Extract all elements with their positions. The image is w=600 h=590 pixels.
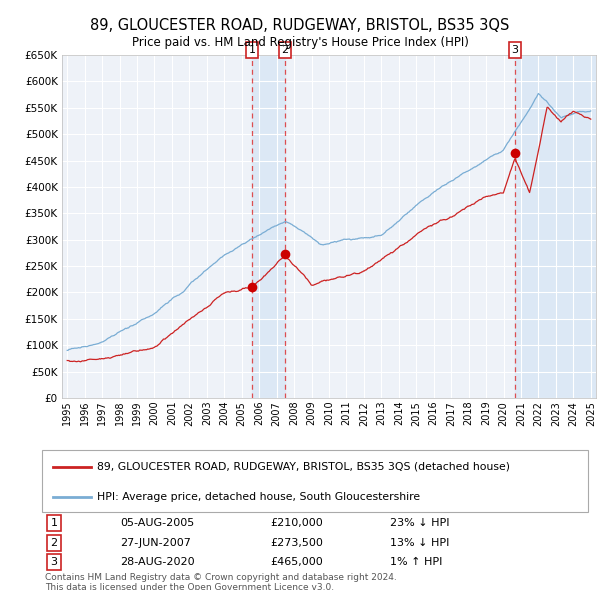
Text: 23% ↓ HPI: 23% ↓ HPI [390,518,449,528]
Text: HPI: Average price, detached house, South Gloucestershire: HPI: Average price, detached house, Sout… [97,491,420,502]
Bar [252,55,285,398]
Text: Contains HM Land Registry data © Crown copyright and database right 2024.: Contains HM Land Registry data © Crown c… [45,572,397,582]
Text: This data is licensed under the Open Government Licence v3.0.: This data is licensed under the Open Gov… [45,584,334,590]
Text: £273,500: £273,500 [270,538,323,548]
Text: 05-AUG-2005: 05-AUG-2005 [120,518,194,528]
Text: 27-JUN-2007: 27-JUN-2007 [120,538,191,548]
Text: 3: 3 [512,45,518,55]
Text: 89, GLOUCESTER ROAD, RUDGEWAY, BRISTOL, BS35 3QS (detached house): 89, GLOUCESTER ROAD, RUDGEWAY, BRISTOL, … [97,462,509,472]
Text: 1: 1 [50,518,58,528]
Bar [515,55,596,398]
Text: 3: 3 [50,557,58,567]
Text: 2: 2 [281,45,289,55]
Text: £465,000: £465,000 [270,557,323,567]
Text: 1: 1 [248,45,256,55]
Text: 13% ↓ HPI: 13% ↓ HPI [390,538,449,548]
FancyBboxPatch shape [42,450,588,512]
Text: 1% ↑ HPI: 1% ↑ HPI [390,557,442,567]
Text: £210,000: £210,000 [270,518,323,528]
Text: Price paid vs. HM Land Registry's House Price Index (HPI): Price paid vs. HM Land Registry's House … [131,36,469,49]
Text: 28-AUG-2020: 28-AUG-2020 [120,557,194,567]
Text: 89, GLOUCESTER ROAD, RUDGEWAY, BRISTOL, BS35 3QS: 89, GLOUCESTER ROAD, RUDGEWAY, BRISTOL, … [91,18,509,33]
Text: 2: 2 [50,538,58,548]
